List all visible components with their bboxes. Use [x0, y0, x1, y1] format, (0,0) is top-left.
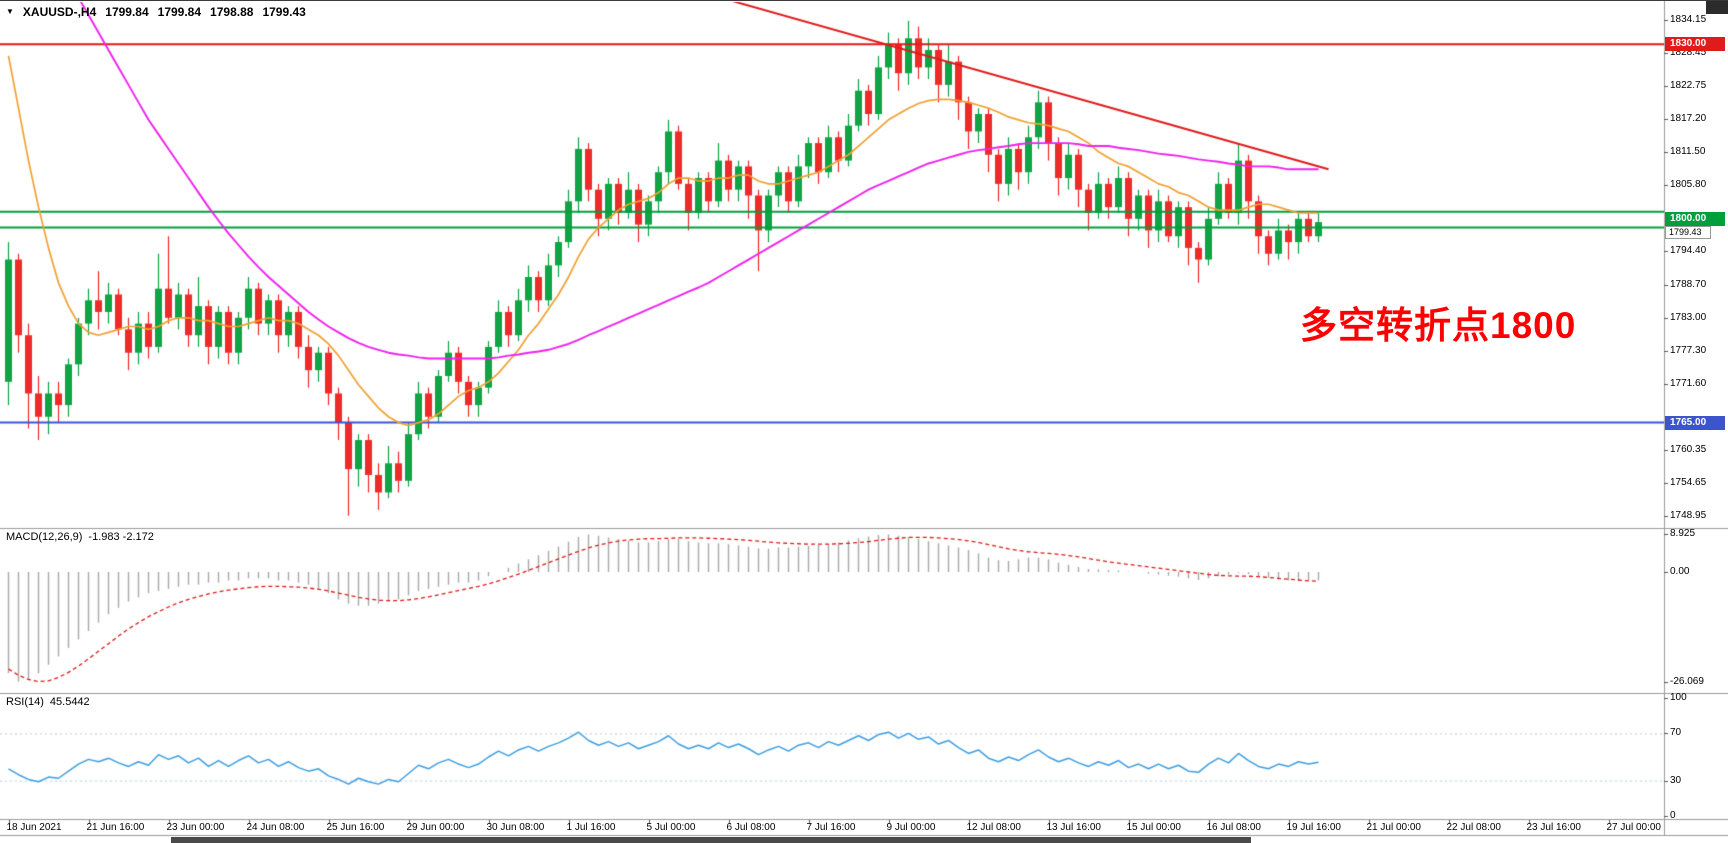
- ohlc-close-value: 1799.43: [262, 5, 306, 19]
- chart-annotation-text[interactable]: 多空转折点1800: [1300, 305, 1577, 346]
- time-axis-label: 30 Jun 08:00: [486, 822, 545, 833]
- time-axis-label: 9 Jul 00:00: [886, 822, 936, 833]
- time-axis-label: 5 Jul 00:00: [646, 822, 696, 833]
- macd-axis-label: -26.069: [1670, 675, 1704, 687]
- time-axis-label: 18 Jun 2021: [6, 822, 62, 833]
- symbol-timeframe-label: XAUUSD-,H4: [22, 5, 97, 19]
- price-axis-label: 1794.40: [1670, 245, 1707, 257]
- ohlc-high-value: 1799.84: [157, 5, 202, 19]
- rsi-axis-label: 0: [1670, 810, 1676, 821]
- price-axis-label: 1754.65: [1670, 476, 1707, 488]
- price-level-badge: 1765.00: [1665, 415, 1725, 430]
- time-axis-label: 12 Jul 08:00: [966, 822, 1022, 833]
- rsi-indicator-label: RSI(14) 45.5442: [6, 696, 96, 708]
- price-axis-label: 1811.50: [1670, 145, 1706, 157]
- price-axis-label: 1817.20: [1670, 112, 1707, 124]
- time-axis[interactable]: 18 Jun 2021 21 Jun 16:00 23 Jun 00:00 24 Ju…: [0, 820, 1664, 836]
- time-axis-label: 1 Jul 16:00: [566, 822, 616, 833]
- macd-axis-label: 0.00: [1670, 566, 1690, 577]
- macd-indicator-label: MACD(12,26,9) -1.983 -2.172: [6, 531, 160, 543]
- price-axis[interactable]: 1834.15 1828.45 1822.75 1817.20 1811.50 1805.…: [1664, 1, 1728, 835]
- price-axis-label: 1771.60: [1670, 378, 1707, 390]
- price-axis-label: 1828.45: [1670, 47, 1707, 59]
- price-level-badge: 1830.00: [1665, 37, 1725, 52]
- chart-dropdown-triangle-icon[interactable]: ▼: [6, 7, 14, 16]
- price-axis-label: 1783.00: [1670, 311, 1707, 323]
- rsi-value: 45.5442: [49, 696, 90, 708]
- price-axis-label: 1748.95: [1670, 510, 1707, 521]
- price-axis-label: 1805.80: [1670, 179, 1707, 191]
- price-axis-label: 1760.35: [1670, 443, 1707, 455]
- time-axis-label: 19 Jul 16:00: [1286, 822, 1342, 833]
- time-axis-label: 21 Jun 16:00: [86, 822, 145, 833]
- current-price-label: 1799.43: [1665, 226, 1711, 240]
- price-axis-label: 1822.75: [1670, 80, 1707, 92]
- time-axis-label: 15 Jul 00:00: [1126, 822, 1182, 833]
- time-axis-label: 23 Jul 16:00: [1526, 822, 1582, 833]
- rsi-axis-label: 30: [1670, 774, 1682, 786]
- macd-axis-label: 8.925: [1670, 528, 1696, 540]
- time-axis-label: 21 Jul 00:00: [1366, 822, 1422, 833]
- time-axis-label: 25 Jun 16:00: [326, 822, 385, 833]
- ohlc-low-value: 1798.88: [210, 5, 254, 19]
- price-level-badge: 1800.00: [1665, 211, 1725, 226]
- chart-header: ▼ XAUUSD-,H4 1799.84 1799.84 1798.88 179…: [6, 5, 306, 19]
- time-axis-label: 22 Jul 08:00: [1446, 822, 1502, 833]
- macd-name: MACD(12,26,9): [6, 531, 83, 543]
- axis-corner-button[interactable]: [1706, 1, 1728, 14]
- time-axis-label: 16 Jul 08:00: [1206, 822, 1262, 833]
- time-axis-label: 29 Jun 00:00: [406, 822, 465, 833]
- macd-values: -1.983 -2.172: [88, 531, 154, 543]
- rsi-name: RSI(14): [6, 696, 44, 708]
- time-axis-label: 27 Jul 00:00: [1606, 822, 1662, 833]
- horizontal-scrollbar[interactable]: [171, 837, 1251, 843]
- ohlc-open-value: 1799.84: [105, 5, 149, 19]
- rsi-axis-label: 70: [1670, 727, 1682, 739]
- time-axis-label: 23 Jun 00:00: [166, 822, 225, 833]
- price-axis-label: 1777.30: [1670, 344, 1707, 356]
- price-axis-label: 1834.15: [1670, 13, 1707, 25]
- time-axis-label: 7 Jul 16:00: [806, 822, 856, 833]
- rsi-axis-label: 100: [1670, 692, 1687, 703]
- price-axis-label: 1788.70: [1670, 278, 1707, 290]
- time-axis-label: 13 Jul 16:00: [1046, 822, 1102, 833]
- time-axis-label: 6 Jul 08:00: [726, 822, 776, 833]
- time-axis-label: 24 Jun 08:00: [246, 822, 305, 833]
